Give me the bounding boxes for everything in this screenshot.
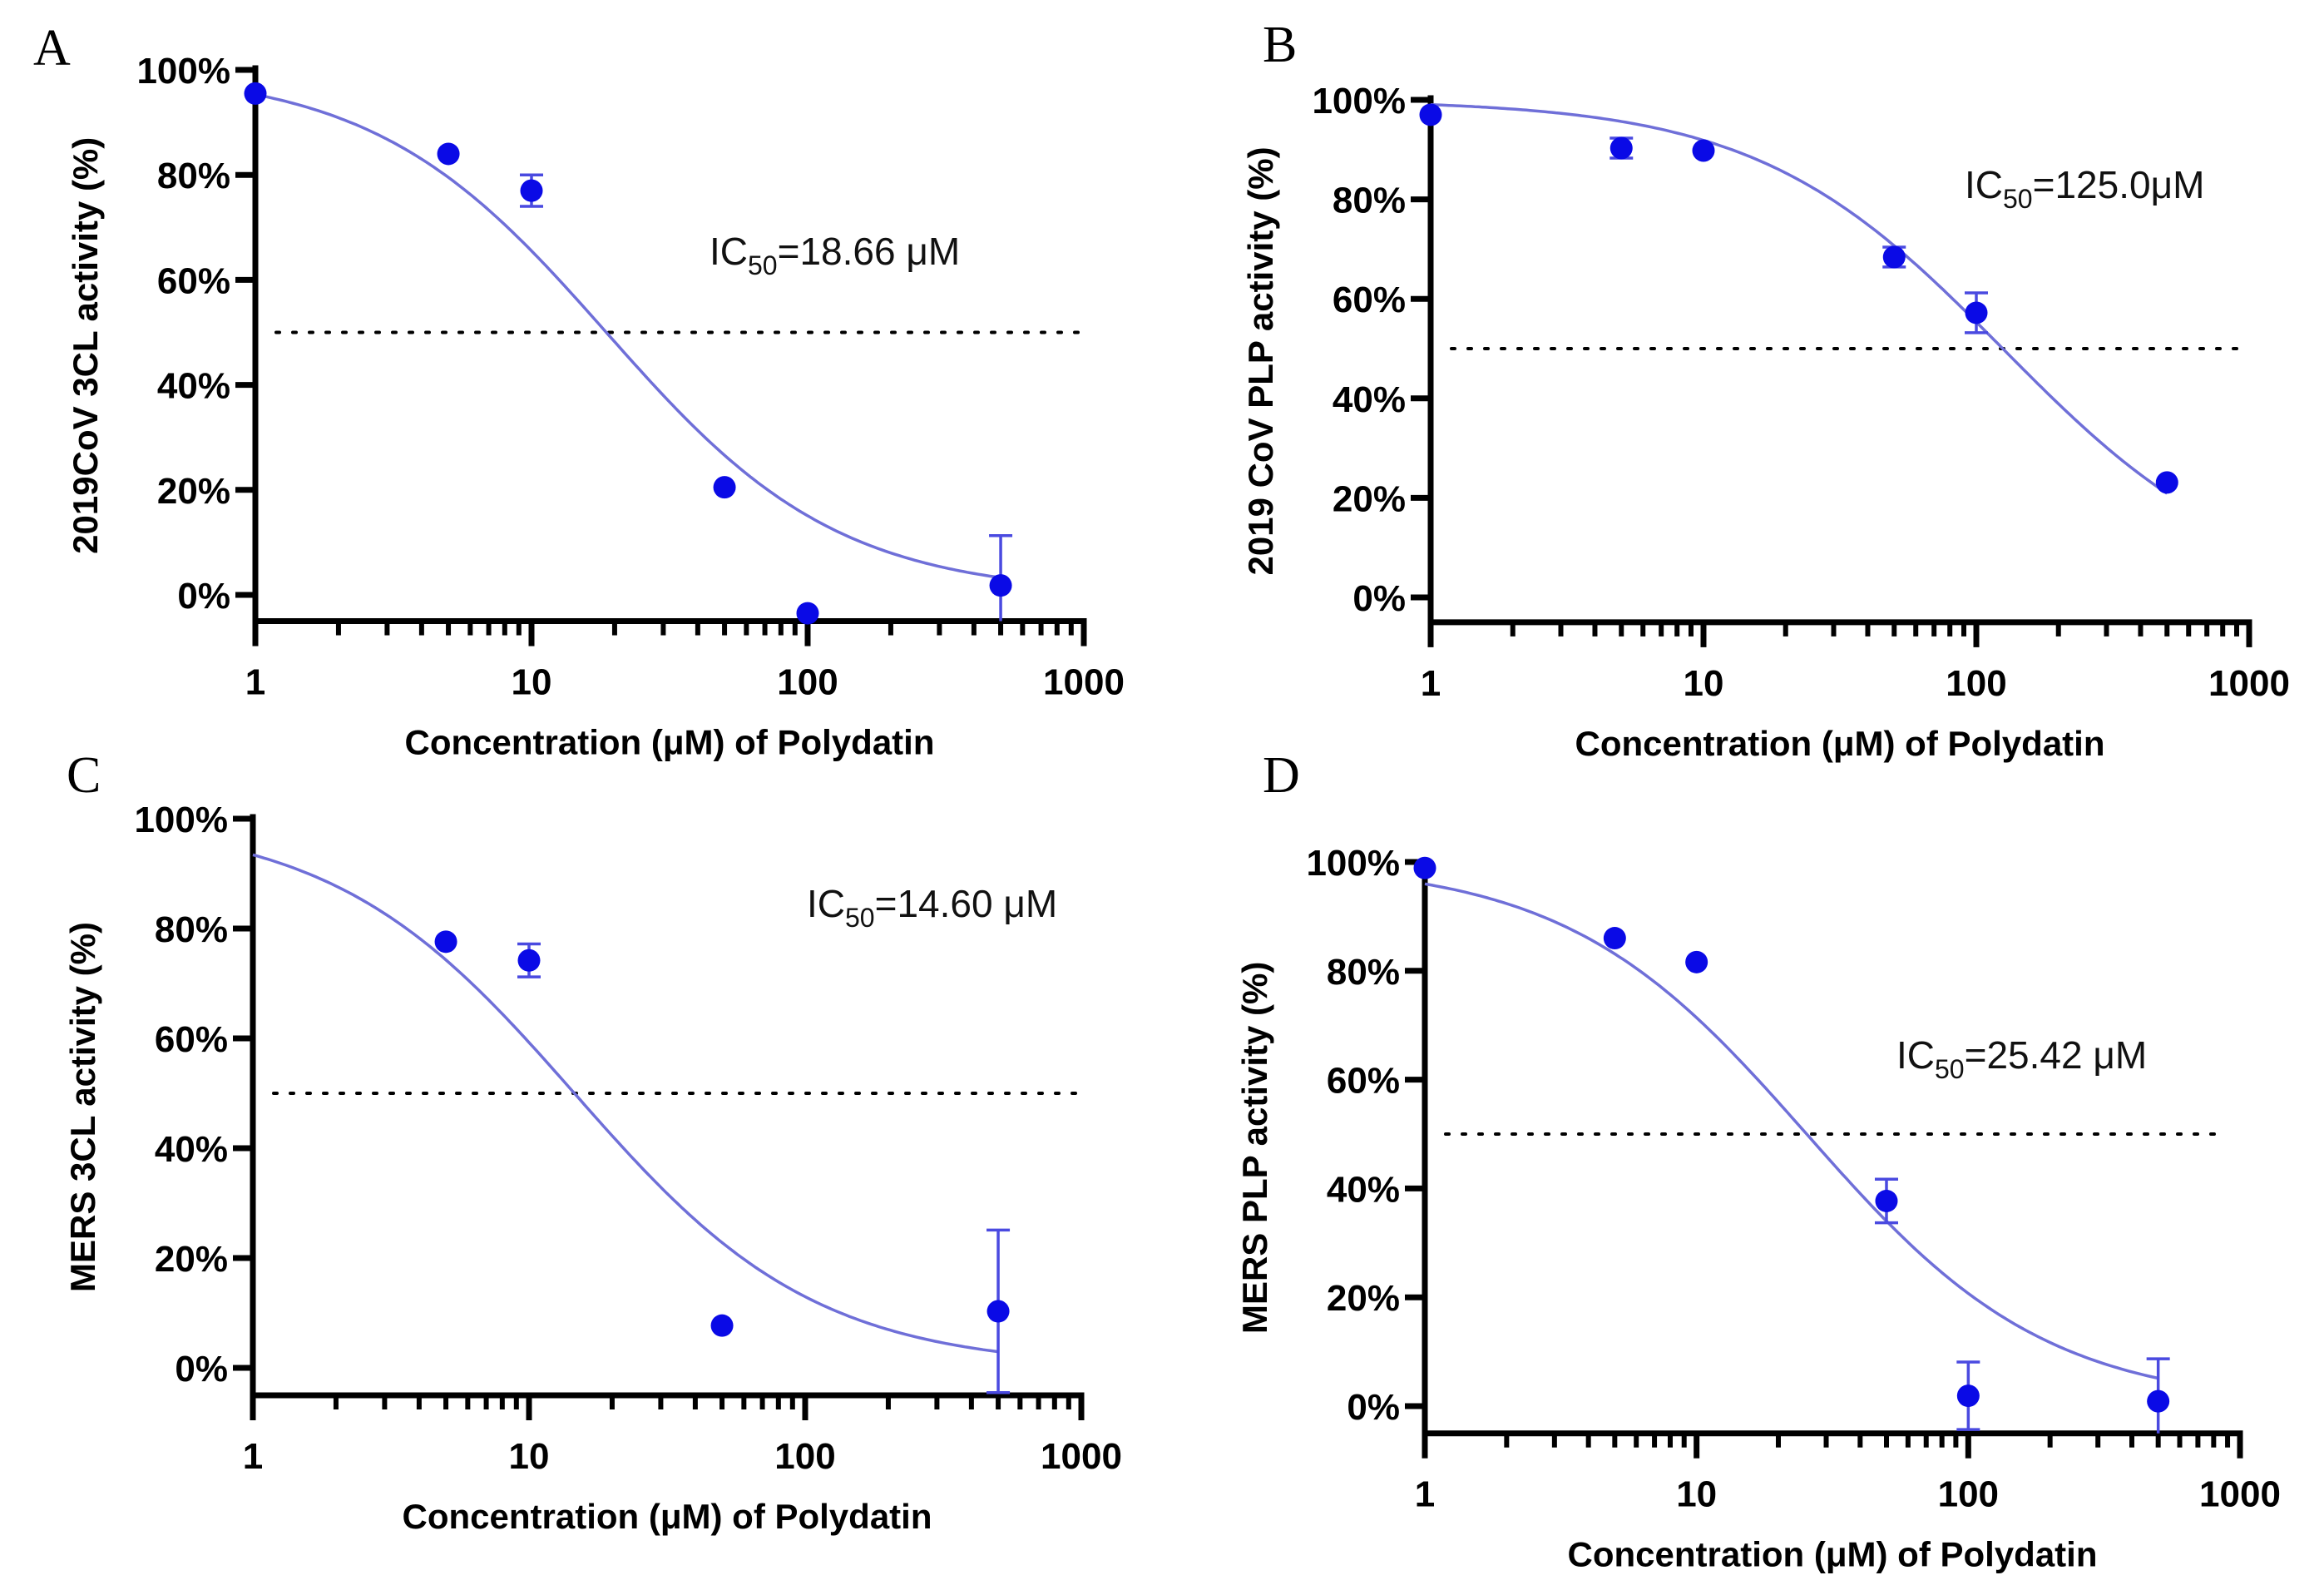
data-point — [434, 930, 457, 954]
data-point — [1413, 856, 1436, 879]
ic50-annotation: IC50=18.66 μM — [710, 230, 960, 280]
panel-b: B 0% 20% 40% 60% 80% 100% 1 10 100 1000 Concentrati… — [1241, 17, 2290, 763]
data-point — [520, 179, 543, 202]
fit-curve — [255, 92, 1001, 580]
data-point — [986, 1300, 1010, 1323]
data-point — [710, 1314, 734, 1337]
y-tick-label: 20% — [1327, 1278, 1400, 1319]
x-axis-title: Concentration (μM) of Polydatin — [403, 1497, 932, 1536]
data-point — [1609, 136, 1633, 160]
x-tick-label: 100 — [777, 662, 838, 703]
x-tick-label: 1000 — [2199, 1474, 2281, 1515]
y-axis-title: 2019CoV 3CL activity (%) — [66, 137, 105, 554]
y-tick-label: 0% — [1347, 1387, 1400, 1428]
data-point — [1419, 103, 1442, 126]
ic50-prefix: IC — [710, 230, 748, 273]
ic50-annotation: IC50=14.60 μM — [807, 882, 1057, 933]
x-tick-label: 10 — [509, 1436, 550, 1477]
fit-curve — [1424, 882, 2159, 1380]
data-point — [1882, 245, 1906, 269]
y-tick-label: 60% — [157, 260, 230, 301]
y-tick-label: 60% — [155, 1019, 228, 1060]
y-tick-label: 60% — [1333, 280, 1406, 320]
y-axis-title: 2019 CoV PLP activity (%) — [1241, 146, 1280, 575]
data-point — [1603, 927, 1626, 950]
panel-letter: A — [33, 20, 71, 77]
y-tick-label: 100% — [1306, 843, 1400, 884]
y-axis-title: MERS 3CL activity (%) — [63, 922, 102, 1292]
y-tick-label: 80% — [157, 156, 230, 196]
y-tick-label: 100% — [1312, 81, 1406, 121]
x-tick-label: 1000 — [1043, 662, 1125, 703]
y-tick-label: 80% — [1333, 181, 1406, 221]
y-tick-label: 80% — [1327, 952, 1400, 993]
y-tick-label: 100% — [136, 51, 230, 92]
ic50-value: =14.60 μM — [875, 882, 1058, 925]
x-tick-label: 1000 — [1041, 1436, 1122, 1477]
x-tick-label: 1 — [1415, 1474, 1435, 1515]
y-tick-label: 20% — [155, 1239, 228, 1280]
x-axis-title: Concentration (μM) of Polydatin — [1568, 1535, 2098, 1574]
ic50-prefix: IC — [807, 882, 845, 925]
ic50-prefix: IC — [1965, 163, 2003, 206]
ic50-value: =18.66 μM — [778, 230, 961, 273]
ic50-value: =25.42 μM — [1965, 1033, 2148, 1077]
ic50-subscript: 50 — [1935, 1054, 1965, 1084]
ic50-subscript: 50 — [2003, 184, 2033, 214]
x-axis-title: Concentration (μM) of Polydatin — [405, 723, 935, 762]
ic50-subscript: 50 — [748, 250, 778, 280]
ic50-value: =125.0μM — [2033, 163, 2205, 206]
data-point — [989, 574, 1012, 597]
y-tick-label: 40% — [1333, 379, 1406, 420]
x-tick-label: 1 — [245, 662, 265, 703]
data-point — [2147, 1389, 2170, 1413]
data-point — [1956, 1384, 1980, 1408]
panel-c: C 0% 20% 40% 60% 80% 100% 1 10 100 1000 Concentrati… — [63, 747, 1122, 1536]
data-point — [713, 476, 736, 499]
y-tick-label: 0% — [1352, 578, 1406, 619]
y-tick-label: 40% — [1327, 1169, 1400, 1210]
fit-curve — [1430, 102, 2168, 495]
data-point — [517, 949, 541, 972]
data-point — [1965, 301, 1988, 324]
x-tick-label: 1000 — [2208, 663, 2290, 704]
x-tick-label: 100 — [774, 1436, 835, 1477]
y-tick-label: 80% — [155, 909, 228, 950]
x-tick-label: 1 — [1421, 663, 1441, 704]
ic50-prefix: IC — [1896, 1033, 1935, 1077]
y-tick-label: 60% — [1327, 1061, 1400, 1102]
y-tick-label: 20% — [157, 471, 230, 512]
data-point — [1692, 139, 1715, 162]
x-tick-label: 1 — [243, 1436, 263, 1477]
y-tick-label: 100% — [134, 800, 228, 840]
data-point — [244, 82, 267, 105]
panel-d: D 0% 20% 40% 60% 80% 100% 1 10 100 1000 Concentrati… — [1235, 747, 2281, 1574]
data-point — [2155, 471, 2178, 494]
x-tick-label: 100 — [1946, 663, 2006, 704]
fit-curve — [252, 853, 999, 1354]
panel-letter: C — [67, 747, 101, 804]
data-point — [1875, 1189, 1898, 1212]
y-tick-label: 40% — [157, 366, 230, 407]
ic50-annotation: IC50=125.0μM — [1965, 163, 2204, 214]
x-axis-title: Concentration (μM) of Polydatin — [1575, 724, 2105, 763]
x-tick-label: 10 — [1676, 1474, 1717, 1515]
y-tick-label: 40% — [155, 1129, 228, 1170]
y-axis-title: MERS PLP activity (%) — [1235, 962, 1274, 1334]
x-tick-label: 100 — [1938, 1474, 1999, 1515]
y-tick-label: 0% — [175, 1349, 228, 1389]
panel-letter: D — [1263, 747, 1300, 804]
panel-a: A 0% 20% 40% 60% 80% 100% 1 10 100 1000 Concentrati… — [33, 20, 1125, 762]
x-tick-label: 10 — [1684, 663, 1724, 704]
data-point — [1685, 950, 1708, 973]
ic50-subscript: 50 — [845, 903, 875, 933]
y-tick-label: 0% — [177, 576, 230, 617]
data-point — [437, 142, 460, 166]
panel-letter: B — [1263, 17, 1297, 73]
data-point — [796, 602, 819, 625]
ic50-annotation: IC50=25.42 μM — [1896, 1033, 2147, 1084]
y-tick-label: 20% — [1333, 478, 1406, 519]
x-tick-label: 10 — [512, 662, 552, 703]
